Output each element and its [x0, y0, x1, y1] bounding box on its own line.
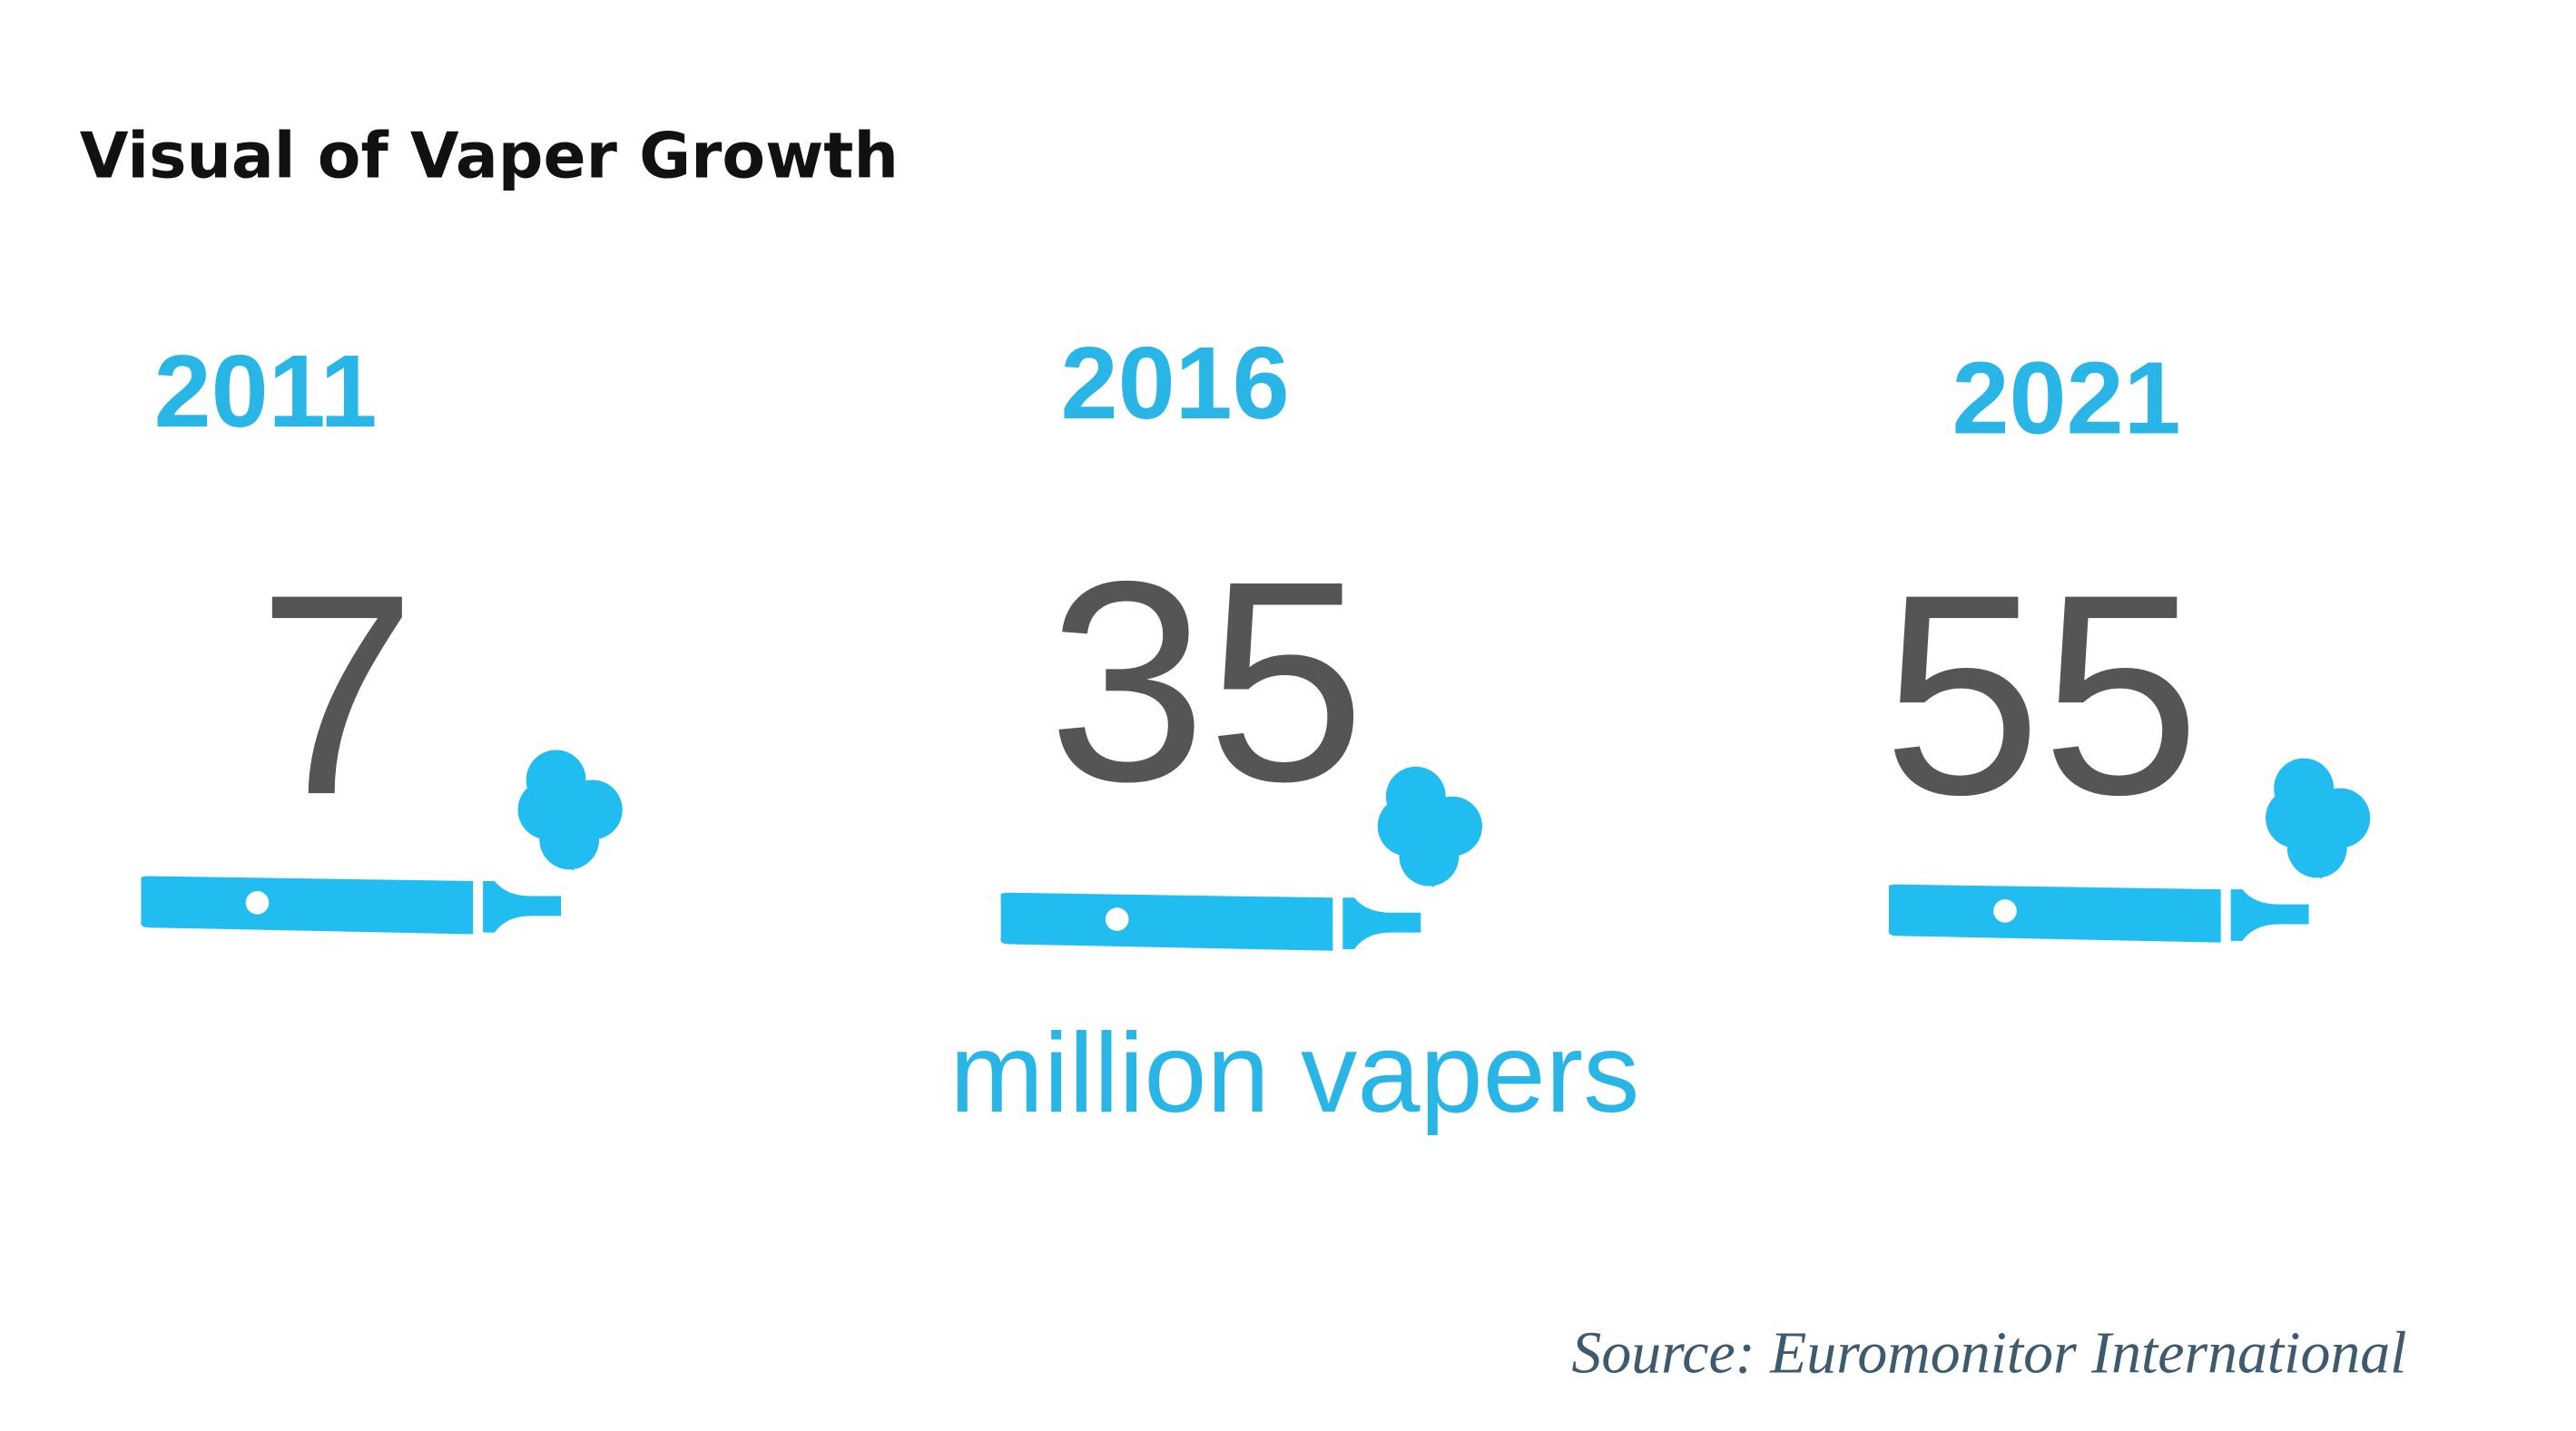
unit-label: million vapers: [949, 1010, 1639, 1136]
year: 2011: [154, 334, 378, 449]
year-block: 2011 7: [141, 334, 623, 935]
source: Source: Euromonitor International: [1571, 1319, 2406, 1386]
year-block: 2016 35: [1000, 326, 1482, 951]
year: 2016: [1061, 326, 1290, 441]
vaper-count: 35: [1047, 521, 1365, 840]
year-block: 2021 55: [1883, 340, 2371, 943]
year: 2021: [1952, 340, 2181, 456]
vaper-count: 7: [258, 534, 417, 854]
vaper-count: 55: [1883, 534, 2200, 854]
title: Visual of Vaper Growth: [80, 121, 899, 193]
